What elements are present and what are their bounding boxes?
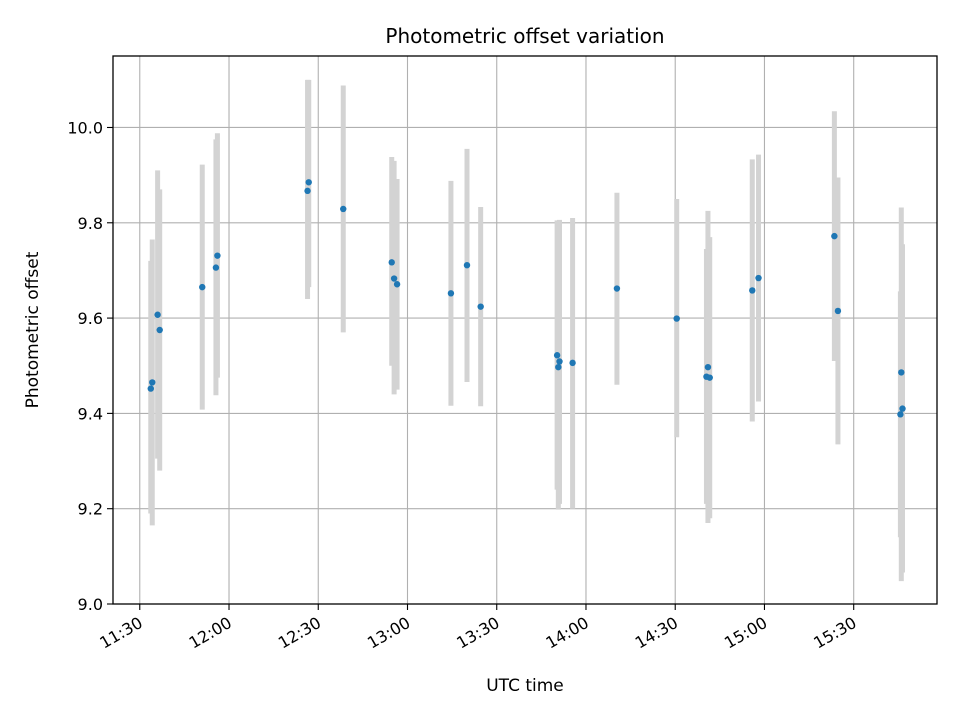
data-point xyxy=(305,179,312,186)
data-point xyxy=(340,205,347,213)
data-point xyxy=(463,261,471,269)
y-tick-label: 9.6 xyxy=(78,309,103,328)
data-point xyxy=(447,290,455,297)
chart-title: Photometric offset variation xyxy=(385,24,664,48)
plot-frame xyxy=(112,55,938,605)
data-point xyxy=(569,359,576,367)
y-tick-label: 9.2 xyxy=(78,500,103,519)
data-point xyxy=(673,315,680,322)
data-point xyxy=(147,385,154,392)
data-point xyxy=(704,363,712,371)
y-tick-label: 9.0 xyxy=(78,595,103,614)
data-point xyxy=(156,326,163,334)
y-tick-label: 10.0 xyxy=(67,118,103,137)
data-point xyxy=(212,264,220,271)
data-point xyxy=(199,283,206,291)
point-layer xyxy=(147,179,906,418)
data-point xyxy=(477,303,484,310)
data-point xyxy=(831,232,838,240)
data-point xyxy=(214,252,221,259)
data-point xyxy=(755,274,762,282)
y-axis-label: Photometric offset xyxy=(23,251,43,408)
data-point xyxy=(553,352,561,359)
data-point xyxy=(613,285,621,292)
data-point xyxy=(388,259,395,266)
data-point xyxy=(304,187,311,195)
data-point xyxy=(154,311,161,318)
data-point xyxy=(555,363,562,371)
data-point xyxy=(556,358,563,365)
data-point xyxy=(899,405,906,412)
data-point xyxy=(834,307,842,315)
data-point xyxy=(390,275,398,282)
y-tick-label: 9.8 xyxy=(78,214,103,233)
data-point xyxy=(898,369,905,376)
data-point xyxy=(897,411,904,418)
y-tick-label: 9.4 xyxy=(78,404,103,423)
y-axis: 9.0 9.2 9.4 9.6 9.8 10.0 xyxy=(67,118,113,614)
data-point xyxy=(706,374,713,381)
data-point xyxy=(149,379,156,386)
data-point xyxy=(393,281,401,288)
x-axis-label: UTC time xyxy=(486,676,564,696)
data-point xyxy=(749,287,756,294)
